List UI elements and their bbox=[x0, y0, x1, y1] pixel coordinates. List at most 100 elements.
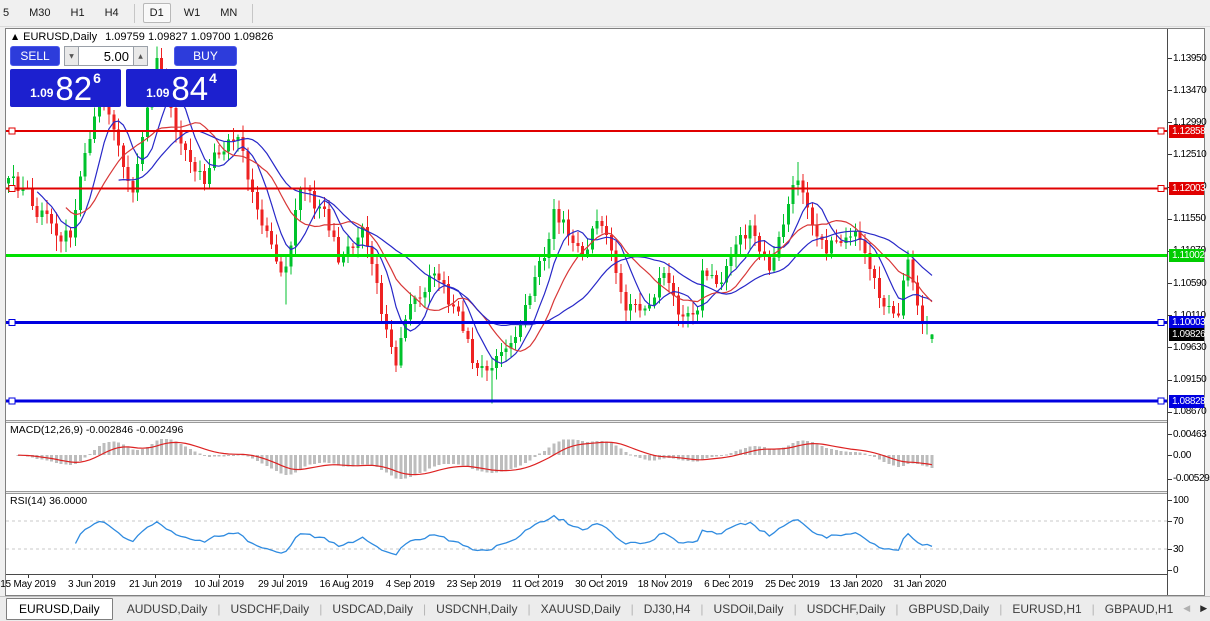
line-handle[interactable] bbox=[8, 184, 16, 192]
rsi-tick-label: 70 bbox=[1173, 515, 1184, 527]
line-handle[interactable] bbox=[8, 397, 16, 405]
line-handle[interactable] bbox=[1157, 318, 1165, 326]
ma-13-line bbox=[65, 122, 933, 352]
timeframe-button-h1[interactable]: H1 bbox=[70, 7, 85, 19]
pane-splitter-macd[interactable] bbox=[6, 420, 1204, 423]
axis-tick-mark bbox=[1168, 570, 1172, 571]
date-label: 6 Dec 2019 bbox=[704, 579, 754, 590]
axis-tick-mark bbox=[1168, 154, 1172, 156]
timeframe-button-w1[interactable]: W1 bbox=[183, 7, 201, 19]
chart-tab-audusd-daily[interactable]: AUDUSD,Daily bbox=[126, 602, 208, 616]
axis-tick-mark bbox=[1168, 347, 1172, 349]
axis-tick-mark bbox=[1168, 315, 1172, 317]
date-label: 3 Jun 2019 bbox=[67, 579, 116, 590]
chart-tab-gbpusd-daily[interactable]: GBPUSD,Daily bbox=[908, 602, 990, 616]
chart-title-row: ▲ EURUSD,Daily 1.09759 1.09827 1.09700 1.0… bbox=[12, 31, 273, 43]
chart-tab-usdchf-daily[interactable]: USDCHF,Daily bbox=[806, 602, 886, 616]
line-handle[interactable] bbox=[1157, 397, 1165, 405]
chart-tab-gbpaud-h1[interactable]: GBPAUD,H1 bbox=[1104, 602, 1174, 616]
volume-increase-button[interactable]: ▲ bbox=[133, 46, 148, 66]
rsi-tick-label: 0 bbox=[1173, 564, 1179, 576]
axis-tick-mark bbox=[1168, 218, 1172, 220]
axis-tick-mark bbox=[1168, 283, 1172, 285]
timeframe-button-d1[interactable]: D1 bbox=[142, 3, 171, 23]
macd-histogram bbox=[16, 438, 934, 480]
chart-tab-dj30-h4[interactable]: DJ30,H4 bbox=[643, 602, 691, 616]
tab-separator: | bbox=[1091, 602, 1095, 616]
chart-tab-usdoil-daily[interactable]: USDOil,Daily bbox=[713, 602, 784, 616]
buy-price-sup: 4 bbox=[209, 70, 217, 86]
volume-decrease-button[interactable]: ▼ bbox=[64, 46, 79, 66]
line-handle[interactable] bbox=[1157, 184, 1165, 192]
level-price-badge: 1.10003 bbox=[1169, 315, 1206, 329]
tab-separator: | bbox=[423, 602, 427, 616]
axis-tick-mark bbox=[1168, 434, 1172, 436]
price-tick-label: 1.13950 bbox=[1173, 52, 1207, 64]
chart-tabs-bar: EURUSD,Daily AUDUSD,Daily | USDCHF,Daily | US… bbox=[0, 596, 1210, 621]
chart-ohlc-label: 1.09759 1.09827 1.09700 1.09826 bbox=[105, 31, 274, 43]
date-label: 31 Jan 2020 bbox=[893, 579, 947, 590]
rsi-line bbox=[74, 514, 933, 556]
collapse-triangle-icon[interactable]: ▲ bbox=[12, 32, 19, 41]
date-tick-mark bbox=[28, 575, 29, 578]
price-axis[interactable]: 1.139501.134701.129901.125101.120301.115… bbox=[1167, 29, 1210, 595]
chart-window: ▲ EURUSD,Daily 1.09759 1.09827 1.09700 1.0… bbox=[0, 28, 1210, 596]
macd-signal-line bbox=[18, 441, 933, 476]
chart-tab-xauusd-daily[interactable]: XAUUSD,Daily bbox=[540, 602, 621, 616]
volume-input[interactable] bbox=[79, 46, 133, 66]
chart-tab-usdcad-daily[interactable]: USDCAD,Daily bbox=[332, 602, 413, 616]
date-tick-mark bbox=[346, 575, 348, 578]
sell-button[interactable]: SELL bbox=[10, 46, 60, 66]
main-chart-pane[interactable] bbox=[6, 29, 1167, 420]
buy-price-prefix: 1.09 bbox=[146, 86, 170, 100]
axis-tick-mark bbox=[1168, 122, 1172, 124]
line-handle[interactable] bbox=[8, 127, 16, 135]
tab-separator: | bbox=[217, 602, 221, 616]
sell-price-sup: 6 bbox=[93, 70, 101, 86]
macd-pane[interactable] bbox=[6, 423, 1167, 491]
axis-tick-mark bbox=[1168, 521, 1172, 522]
macd-tick-label: -0.005295 bbox=[1173, 473, 1210, 485]
price-tick-label: 1.10590 bbox=[1173, 277, 1207, 289]
chart-tab-usdchf-daily[interactable]: USDCHF,Daily bbox=[230, 602, 310, 616]
rsi-pane[interactable] bbox=[6, 494, 1167, 573]
price-tick-label: 1.08670 bbox=[1173, 406, 1207, 418]
tab-scroll-left-icon[interactable]: ◀ bbox=[1183, 604, 1191, 614]
date-label: 25 Dec 2019 bbox=[765, 579, 820, 590]
axis-tick-mark bbox=[1168, 455, 1172, 456]
price-tick-label: 1.12510 bbox=[1173, 148, 1207, 160]
line-handle[interactable] bbox=[1157, 127, 1165, 135]
date-axis[interactable]: 15 May 2019 3 Jun 2019 21 Jun 2019 10 Jul 2… bbox=[0, 574, 1167, 595]
tab-scroll-right-icon[interactable]: ▶ bbox=[1200, 604, 1208, 614]
price-tick-label: 1.12990 bbox=[1173, 116, 1207, 128]
timeframe-button-h4[interactable]: H4 bbox=[104, 7, 119, 19]
chart-tab-usdcnh-daily[interactable]: USDCNH,Daily bbox=[436, 602, 518, 616]
buy-button[interactable]: BUY bbox=[174, 46, 237, 66]
buy-price-display[interactable]: 1.09 84 4 bbox=[126, 69, 237, 107]
pane-splitter-rsi[interactable] bbox=[6, 491, 1204, 494]
date-label: 10 Jul 2019 bbox=[194, 579, 244, 590]
date-label: 18 Nov 2019 bbox=[637, 579, 693, 590]
axis-tick-mark bbox=[1168, 90, 1172, 92]
price-tick-label: 1.11550 bbox=[1173, 213, 1206, 225]
toolbar-separator bbox=[133, 3, 135, 23]
date-label: 21 Jun 2019 bbox=[128, 579, 182, 590]
macd-tick-label: 0.00 bbox=[1173, 449, 1191, 461]
chart-tab-eurusd-h1[interactable]: EURUSD,H1 bbox=[1012, 602, 1082, 616]
level-price-badge: 1.12003 bbox=[1169, 181, 1206, 195]
date-tick-mark bbox=[792, 575, 794, 578]
date-label: 4 Sep 2019 bbox=[385, 579, 435, 590]
timeframe-button-m30[interactable]: M30 bbox=[29, 7, 51, 19]
rsi-tick-label: 100 bbox=[1173, 494, 1189, 506]
sell-price-display[interactable]: 1.09 82 6 bbox=[10, 69, 121, 107]
date-tick-mark bbox=[728, 575, 730, 578]
axis-tick-mark bbox=[1168, 58, 1172, 59]
level-price-badge: 1.08828 bbox=[1169, 394, 1206, 408]
timeframe-button-mn[interactable]: MN bbox=[220, 7, 238, 19]
date-label: 15 May 2019 bbox=[0, 579, 56, 590]
line-handle[interactable] bbox=[8, 318, 16, 326]
chart-tab-eurusd-daily[interactable]: EURUSD,Daily bbox=[6, 598, 113, 620]
timeframe-button-5[interactable]: 5 bbox=[3, 7, 10, 19]
axis-tick-mark bbox=[1168, 379, 1172, 381]
